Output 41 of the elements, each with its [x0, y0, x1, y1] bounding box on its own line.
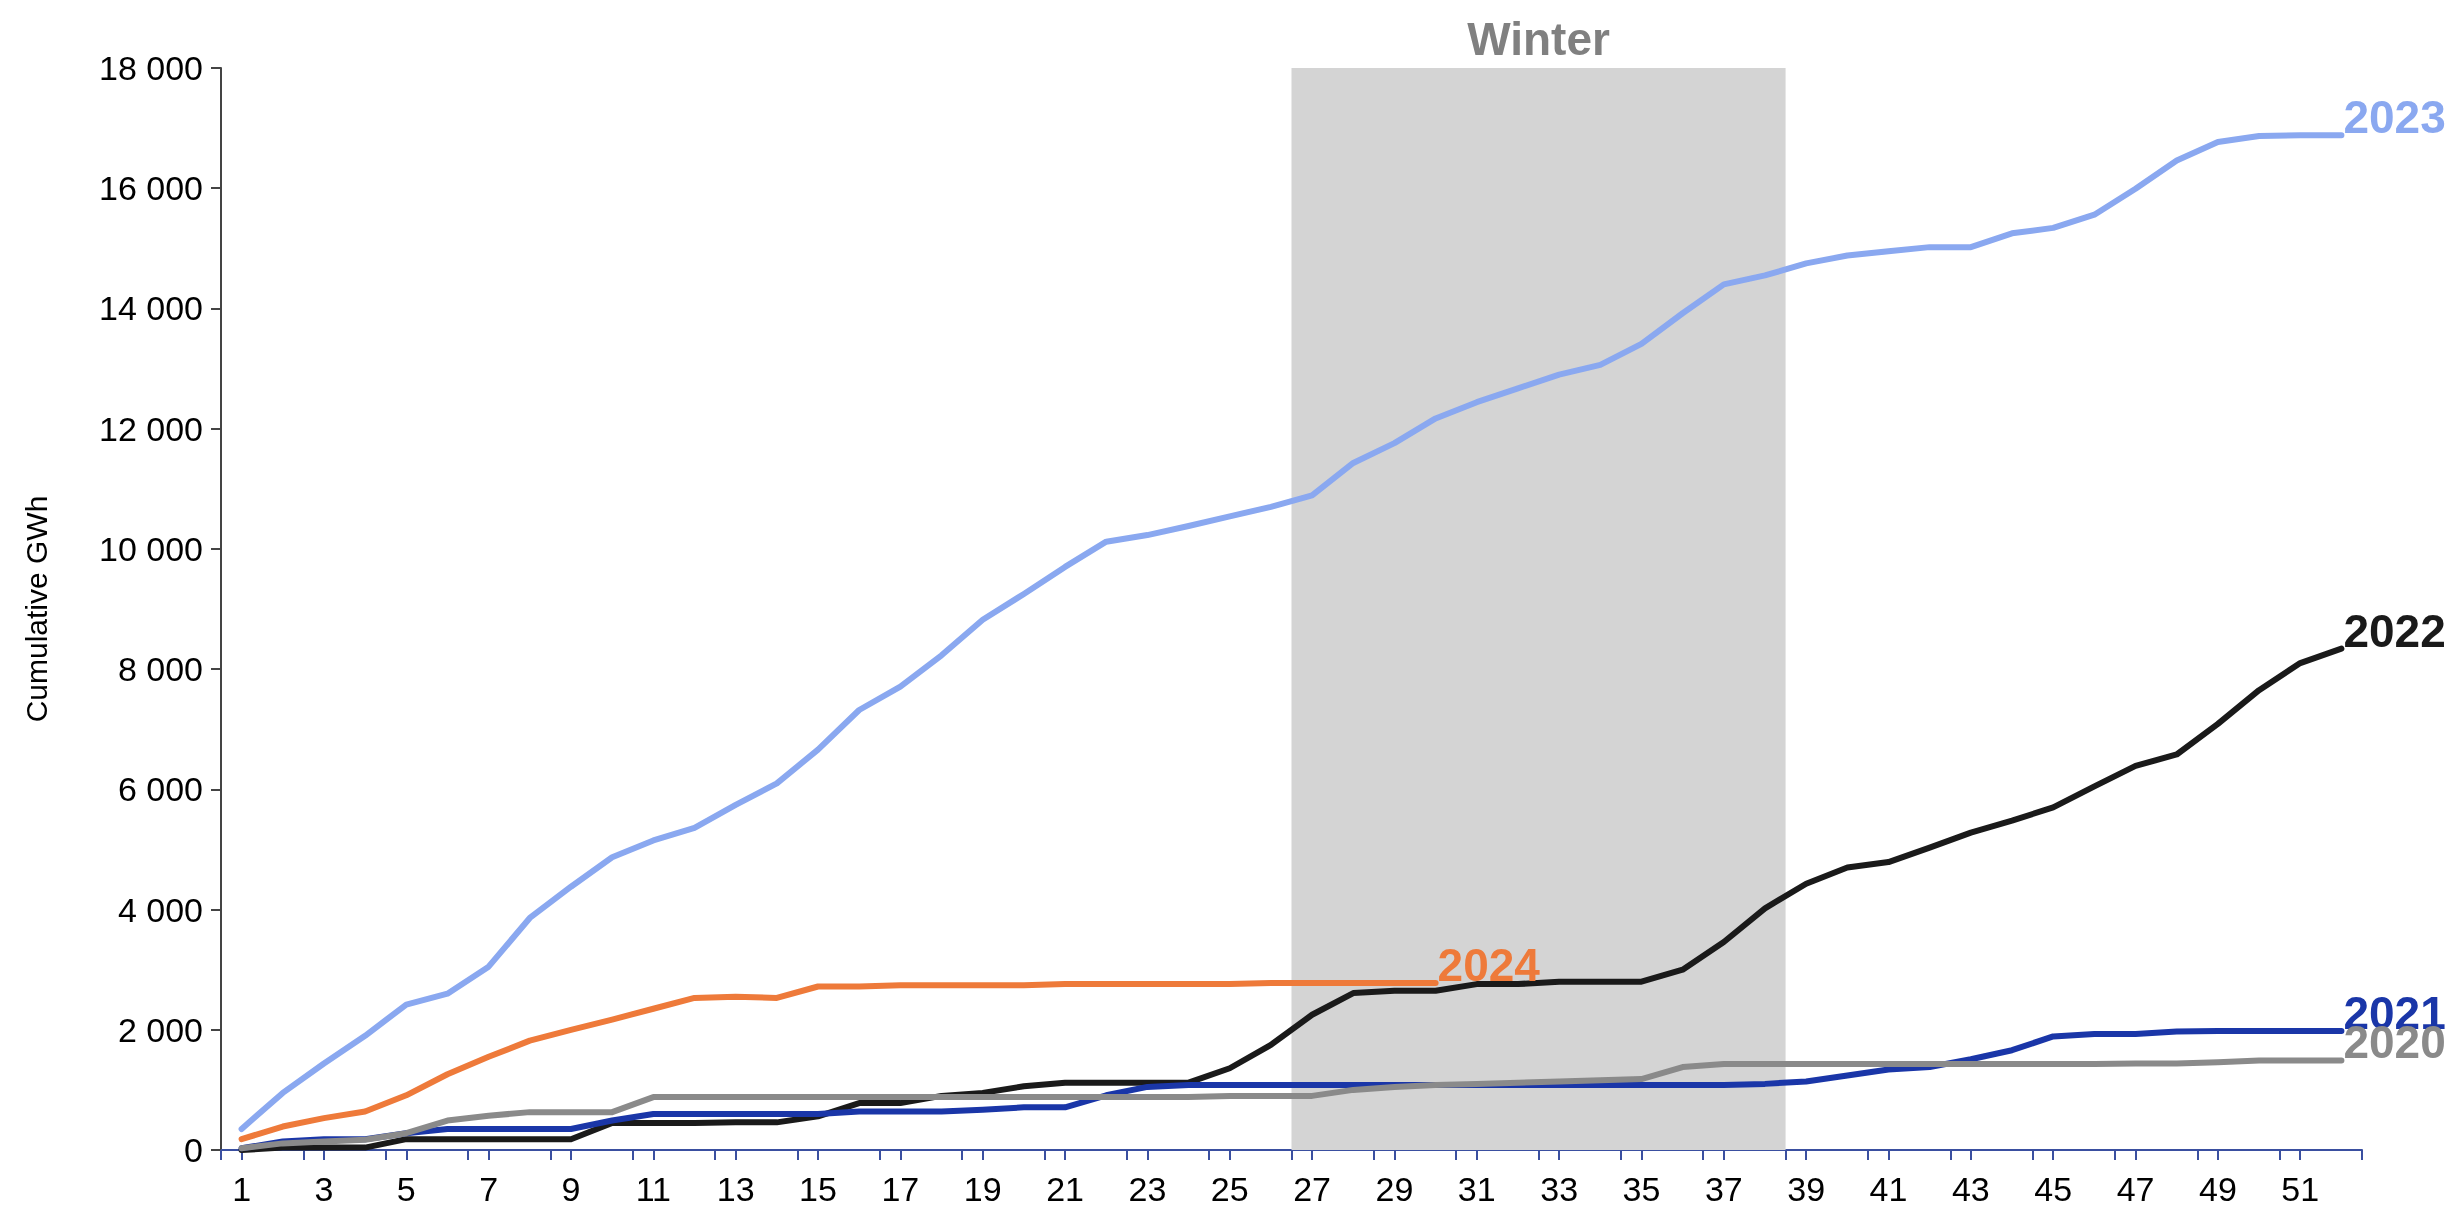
x-tick-label: 13	[716, 1170, 755, 1208]
y-axis-title: Cumulative GWh	[19, 495, 53, 723]
y-tick-label: 12 000	[99, 409, 203, 448]
x-tick-label: 41	[1869, 1170, 1908, 1208]
y-tick-label: 14 000	[99, 289, 203, 328]
x-tick-label: 37	[1704, 1170, 1743, 1208]
x-tick-label: 43	[1951, 1170, 1990, 1208]
x-tick-label: 15	[799, 1170, 837, 1208]
x-tick-label: 39	[1787, 1170, 1826, 1208]
y-tick-label: 0	[184, 1131, 203, 1169]
x-tick-label: 35	[1622, 1170, 1661, 1208]
series-label: 2022	[2343, 604, 2446, 657]
x-tick-label: 3	[314, 1170, 334, 1208]
x-tick-label: 29	[1375, 1170, 1414, 1208]
series-label: 2024	[1437, 938, 1541, 991]
series-label: 2023	[2343, 91, 2446, 144]
x-tick-label: 51	[2281, 1170, 2320, 1208]
x-tick-label: 25	[1210, 1170, 1249, 1208]
x-tick-label: 27	[1293, 1170, 1331, 1208]
x-tick-label: 33	[1540, 1170, 1579, 1208]
x-tick-label: 31	[1457, 1170, 1496, 1208]
x-tick-label: 45	[2034, 1170, 2073, 1208]
y-tick-label: 4 000	[117, 890, 203, 929]
x-tick-label: 1	[232, 1170, 252, 1208]
y-tick-label: 16 000	[99, 169, 203, 208]
x-tick-label: 23	[1128, 1170, 1167, 1208]
x-tick-label: 9	[561, 1170, 581, 1208]
y-tick-label: 10 000	[99, 529, 203, 568]
y-tick-label: 18 000	[99, 49, 203, 87]
x-tick-label: 17	[881, 1170, 920, 1208]
y-tick-label: 2 000	[117, 1010, 203, 1049]
x-tick-label: 11	[635, 1170, 671, 1208]
x-tick-label: 5	[396, 1170, 416, 1208]
x-tick-label: 47	[2116, 1170, 2155, 1208]
x-tick-label: 49	[2198, 1170, 2237, 1208]
x-tick-label: 19	[963, 1170, 1002, 1208]
x-tick-label: 21	[1046, 1170, 1084, 1208]
y-tick-label: 6 000	[117, 770, 203, 809]
x-tick-label: 7	[479, 1170, 499, 1208]
band-label: Winter	[1467, 13, 1610, 65]
y-tick-label: 8 000	[117, 650, 203, 689]
